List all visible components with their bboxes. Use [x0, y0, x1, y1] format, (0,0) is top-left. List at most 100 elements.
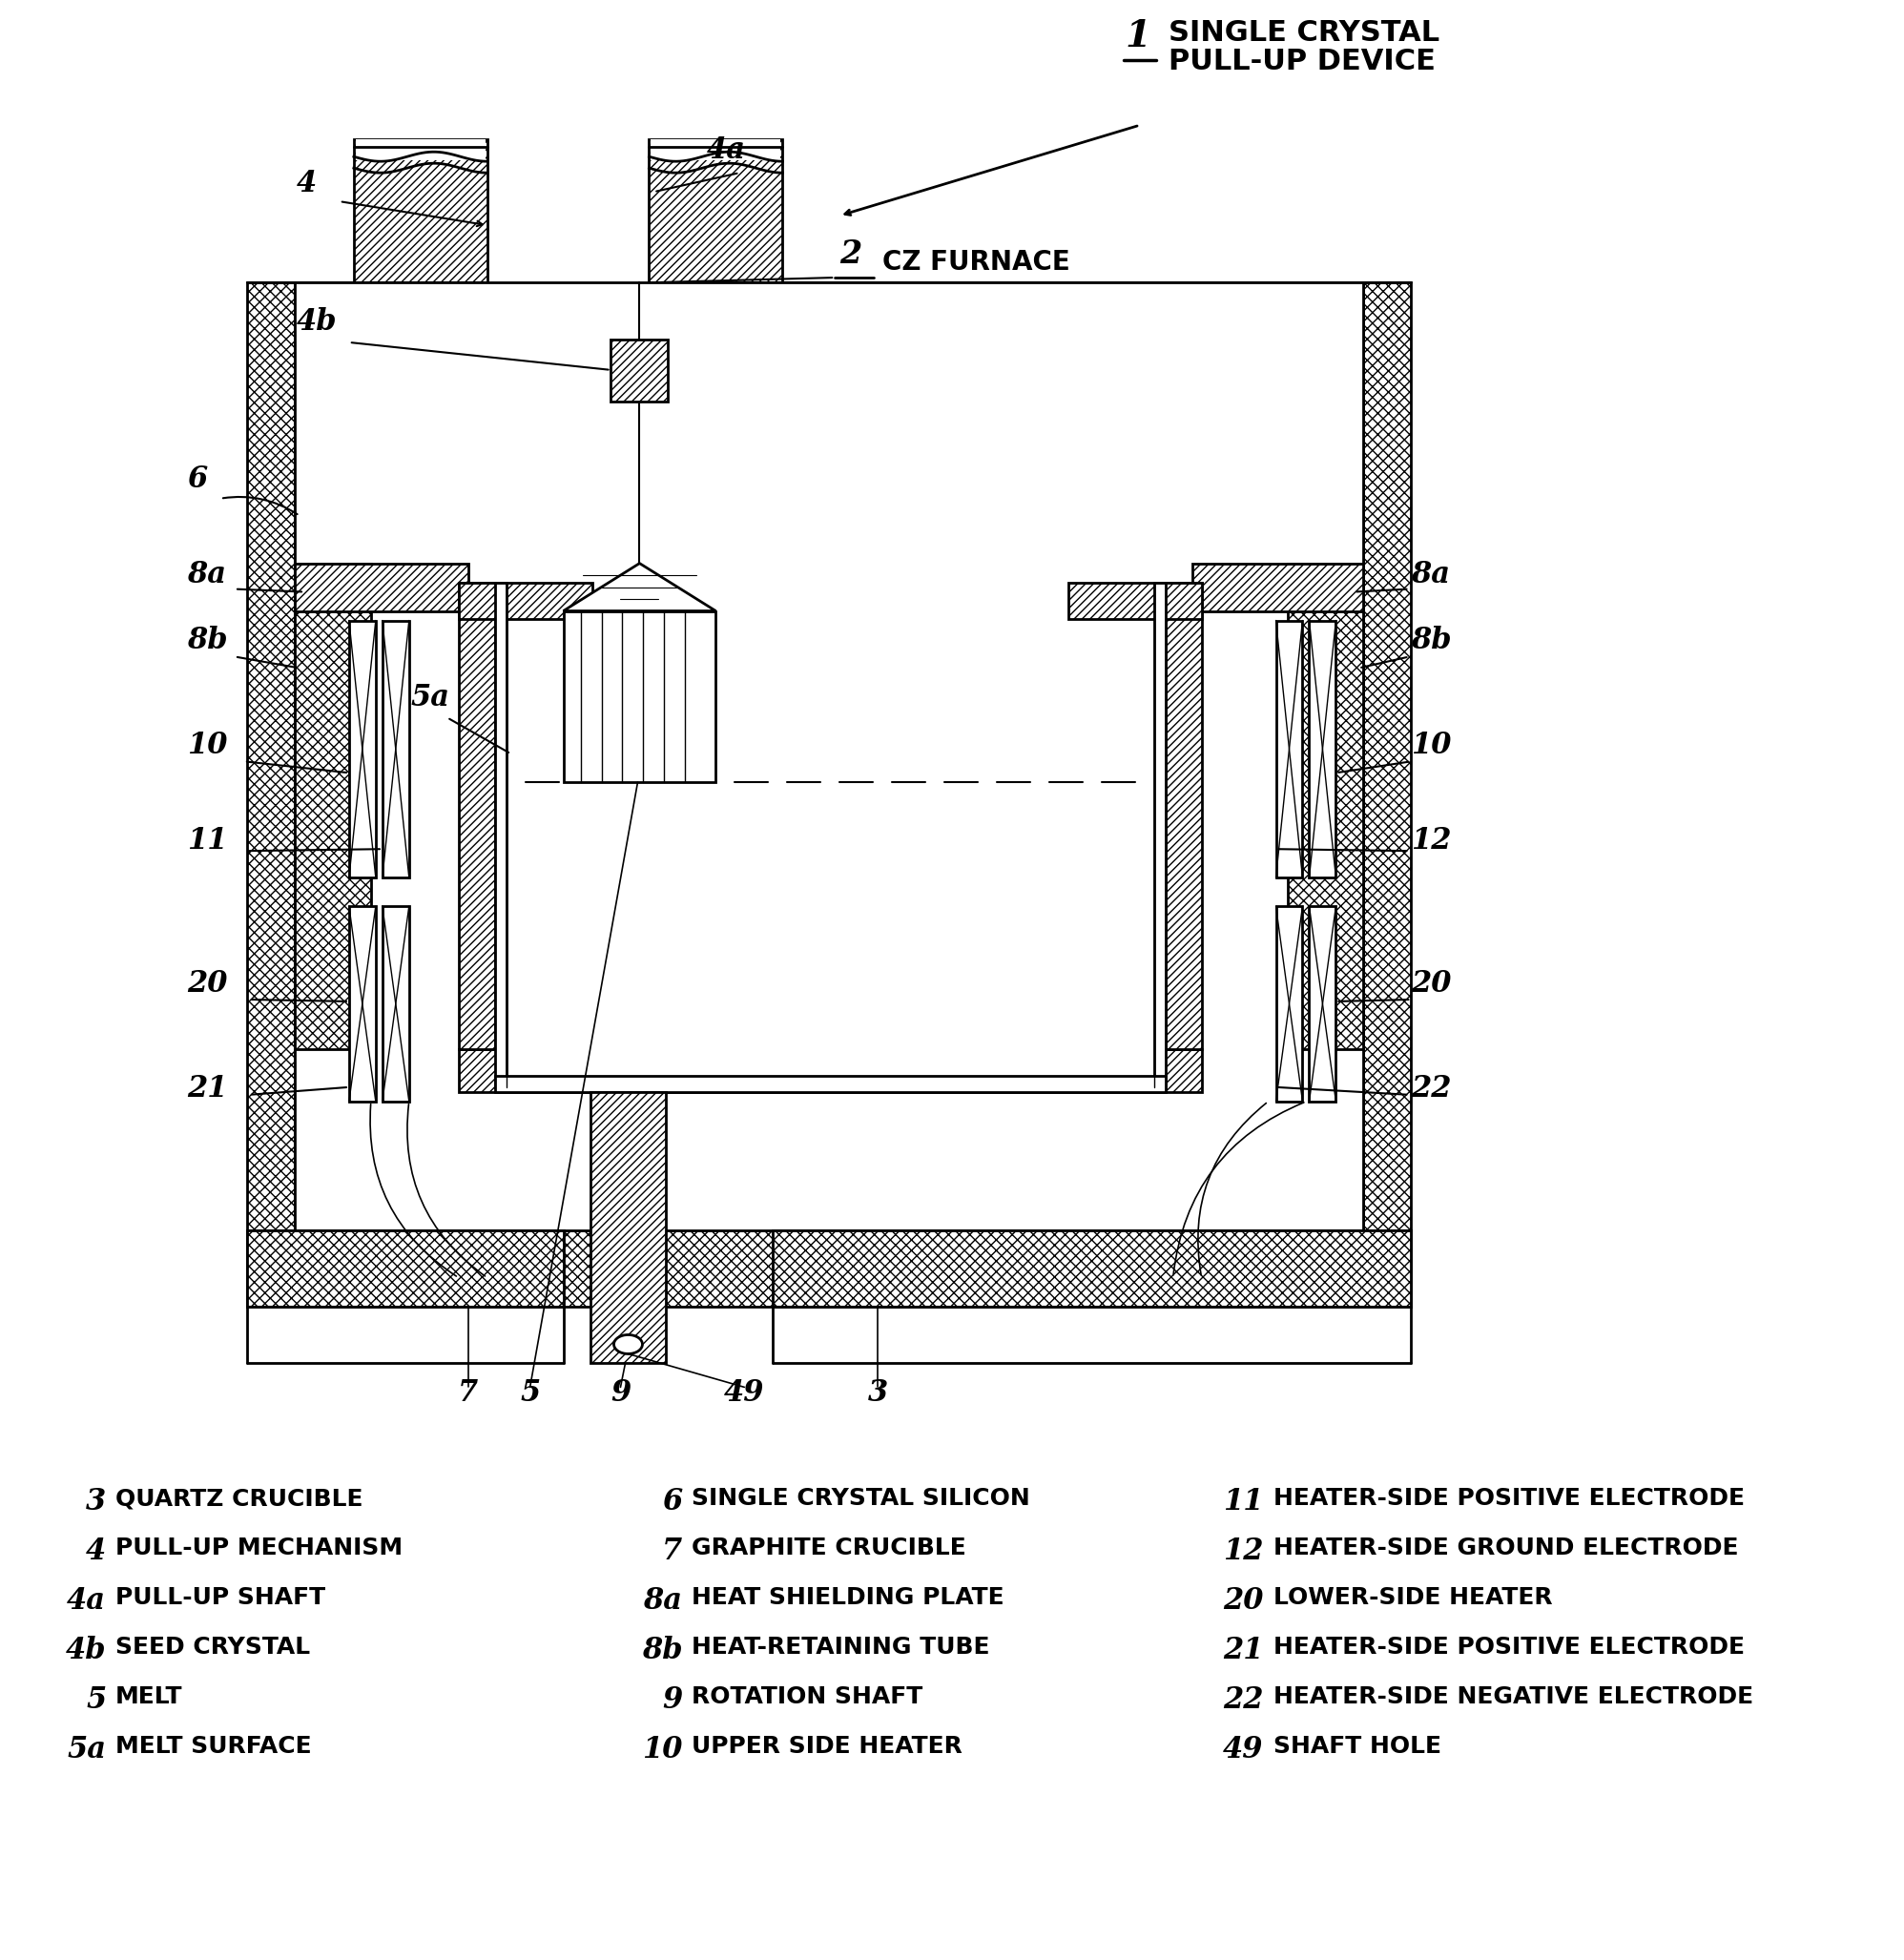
Text: 1: 1	[1125, 18, 1152, 55]
Polygon shape	[649, 139, 783, 282]
Text: 4a: 4a	[706, 135, 744, 165]
Polygon shape	[1154, 582, 1165, 1088]
Polygon shape	[651, 139, 781, 161]
Text: PULL-UP MECHANISM: PULL-UP MECHANISM	[116, 1537, 404, 1560]
Text: 11: 11	[1222, 1488, 1264, 1517]
Polygon shape	[295, 563, 468, 612]
Polygon shape	[611, 339, 668, 402]
Text: 21: 21	[1222, 1637, 1264, 1666]
Text: PULL-UP DEVICE: PULL-UP DEVICE	[1169, 47, 1436, 76]
Polygon shape	[564, 563, 716, 612]
Text: 7: 7	[663, 1537, 682, 1566]
Polygon shape	[459, 582, 592, 619]
Polygon shape	[459, 1049, 1201, 1092]
Polygon shape	[1310, 621, 1337, 878]
Polygon shape	[1165, 582, 1201, 1049]
Text: 5: 5	[520, 1378, 541, 1407]
Polygon shape	[1310, 906, 1337, 1102]
Text: 20: 20	[1222, 1586, 1264, 1615]
Text: 3: 3	[86, 1488, 107, 1517]
Text: UPPER SIDE HEATER: UPPER SIDE HEATER	[691, 1735, 963, 1758]
Polygon shape	[1287, 563, 1363, 1049]
Text: PULL-UP SHAFT: PULL-UP SHAFT	[116, 1586, 326, 1609]
Text: 9: 9	[611, 1378, 630, 1407]
Text: 4b: 4b	[297, 308, 337, 337]
Text: QUARTZ CRUCIBLE: QUARTZ CRUCIBLE	[116, 1488, 364, 1509]
Polygon shape	[1068, 582, 1201, 619]
Text: 2: 2	[840, 239, 863, 270]
Text: 4b: 4b	[65, 1637, 107, 1666]
Text: HEATER-SIDE POSITIVE ELECTRODE: HEATER-SIDE POSITIVE ELECTRODE	[1274, 1488, 1744, 1509]
Text: 21: 21	[187, 1074, 228, 1103]
Text: SINGLE CRYSTAL: SINGLE CRYSTAL	[1169, 20, 1439, 47]
Text: 5a: 5a	[411, 684, 449, 713]
Text: 8b: 8b	[1411, 625, 1453, 657]
Polygon shape	[348, 906, 375, 1102]
Text: SHAFT HOLE: SHAFT HOLE	[1274, 1735, 1441, 1758]
Text: SINGLE CRYSTAL SILICON: SINGLE CRYSTAL SILICON	[691, 1488, 1030, 1509]
Text: 22: 22	[1222, 1686, 1264, 1715]
Polygon shape	[383, 906, 409, 1102]
Text: 5a: 5a	[67, 1735, 107, 1764]
Polygon shape	[1363, 282, 1411, 1231]
Text: 9: 9	[663, 1686, 682, 1715]
Polygon shape	[1276, 621, 1302, 878]
Text: 8b: 8b	[187, 625, 228, 657]
Text: 6: 6	[187, 465, 208, 494]
Text: 10: 10	[1411, 731, 1451, 760]
Text: MELT SURFACE: MELT SURFACE	[116, 1735, 312, 1758]
Text: 49: 49	[724, 1378, 765, 1407]
Polygon shape	[459, 582, 495, 1049]
Text: 20: 20	[187, 968, 228, 998]
Polygon shape	[506, 782, 1154, 1088]
Text: HEATER-SIDE POSITIVE ELECTRODE: HEATER-SIDE POSITIVE ELECTRODE	[1274, 1637, 1744, 1658]
Text: 8a: 8a	[644, 1586, 682, 1615]
Text: ROTATION SHAFT: ROTATION SHAFT	[691, 1686, 923, 1709]
Text: 4: 4	[86, 1537, 107, 1566]
Polygon shape	[590, 1092, 666, 1364]
Text: 20: 20	[1411, 968, 1451, 998]
Text: 3: 3	[868, 1378, 887, 1407]
Ellipse shape	[613, 1335, 642, 1354]
Text: 10: 10	[642, 1735, 682, 1764]
Text: 7: 7	[459, 1378, 478, 1407]
Polygon shape	[383, 621, 409, 878]
Text: GRAPHITE CRUCIBLE: GRAPHITE CRUCIBLE	[691, 1537, 967, 1560]
Text: 6: 6	[663, 1488, 682, 1517]
Polygon shape	[354, 139, 487, 282]
Text: 12: 12	[1222, 1537, 1264, 1566]
Polygon shape	[495, 1076, 1165, 1092]
Polygon shape	[1276, 906, 1302, 1102]
Text: 8b: 8b	[642, 1637, 682, 1666]
Polygon shape	[248, 1305, 564, 1364]
Text: 8a: 8a	[187, 559, 227, 590]
Polygon shape	[248, 282, 295, 1231]
Text: HEATER-SIDE GROUND ELECTRODE: HEATER-SIDE GROUND ELECTRODE	[1274, 1537, 1738, 1560]
Polygon shape	[564, 612, 716, 782]
Text: 22: 22	[1411, 1074, 1451, 1103]
Polygon shape	[773, 1305, 1411, 1364]
Text: HEAT-RETAINING TUBE: HEAT-RETAINING TUBE	[691, 1637, 990, 1658]
Polygon shape	[248, 1231, 564, 1305]
Polygon shape	[773, 1231, 1411, 1305]
Polygon shape	[1192, 563, 1363, 612]
Polygon shape	[295, 282, 1363, 1231]
Text: LOWER-SIDE HEATER: LOWER-SIDE HEATER	[1274, 1586, 1552, 1609]
Text: 8a: 8a	[1411, 559, 1451, 590]
Polygon shape	[295, 563, 371, 1049]
Text: 11: 11	[187, 827, 228, 857]
Text: 5: 5	[86, 1686, 107, 1715]
Polygon shape	[348, 621, 375, 878]
Text: 4: 4	[297, 169, 316, 198]
Text: 10: 10	[187, 731, 228, 760]
Polygon shape	[356, 139, 486, 161]
Polygon shape	[495, 582, 506, 1088]
Text: CZ FURNACE: CZ FURNACE	[882, 249, 1070, 276]
Text: HEAT SHIELDING PLATE: HEAT SHIELDING PLATE	[691, 1586, 1005, 1609]
Text: 49: 49	[1222, 1735, 1264, 1764]
Text: HEATER-SIDE NEGATIVE ELECTRODE: HEATER-SIDE NEGATIVE ELECTRODE	[1274, 1686, 1754, 1709]
Text: 12: 12	[1411, 827, 1451, 857]
Text: SEED CRYSTAL: SEED CRYSTAL	[116, 1637, 310, 1658]
Text: 4a: 4a	[67, 1586, 107, 1615]
Polygon shape	[248, 1231, 1411, 1305]
